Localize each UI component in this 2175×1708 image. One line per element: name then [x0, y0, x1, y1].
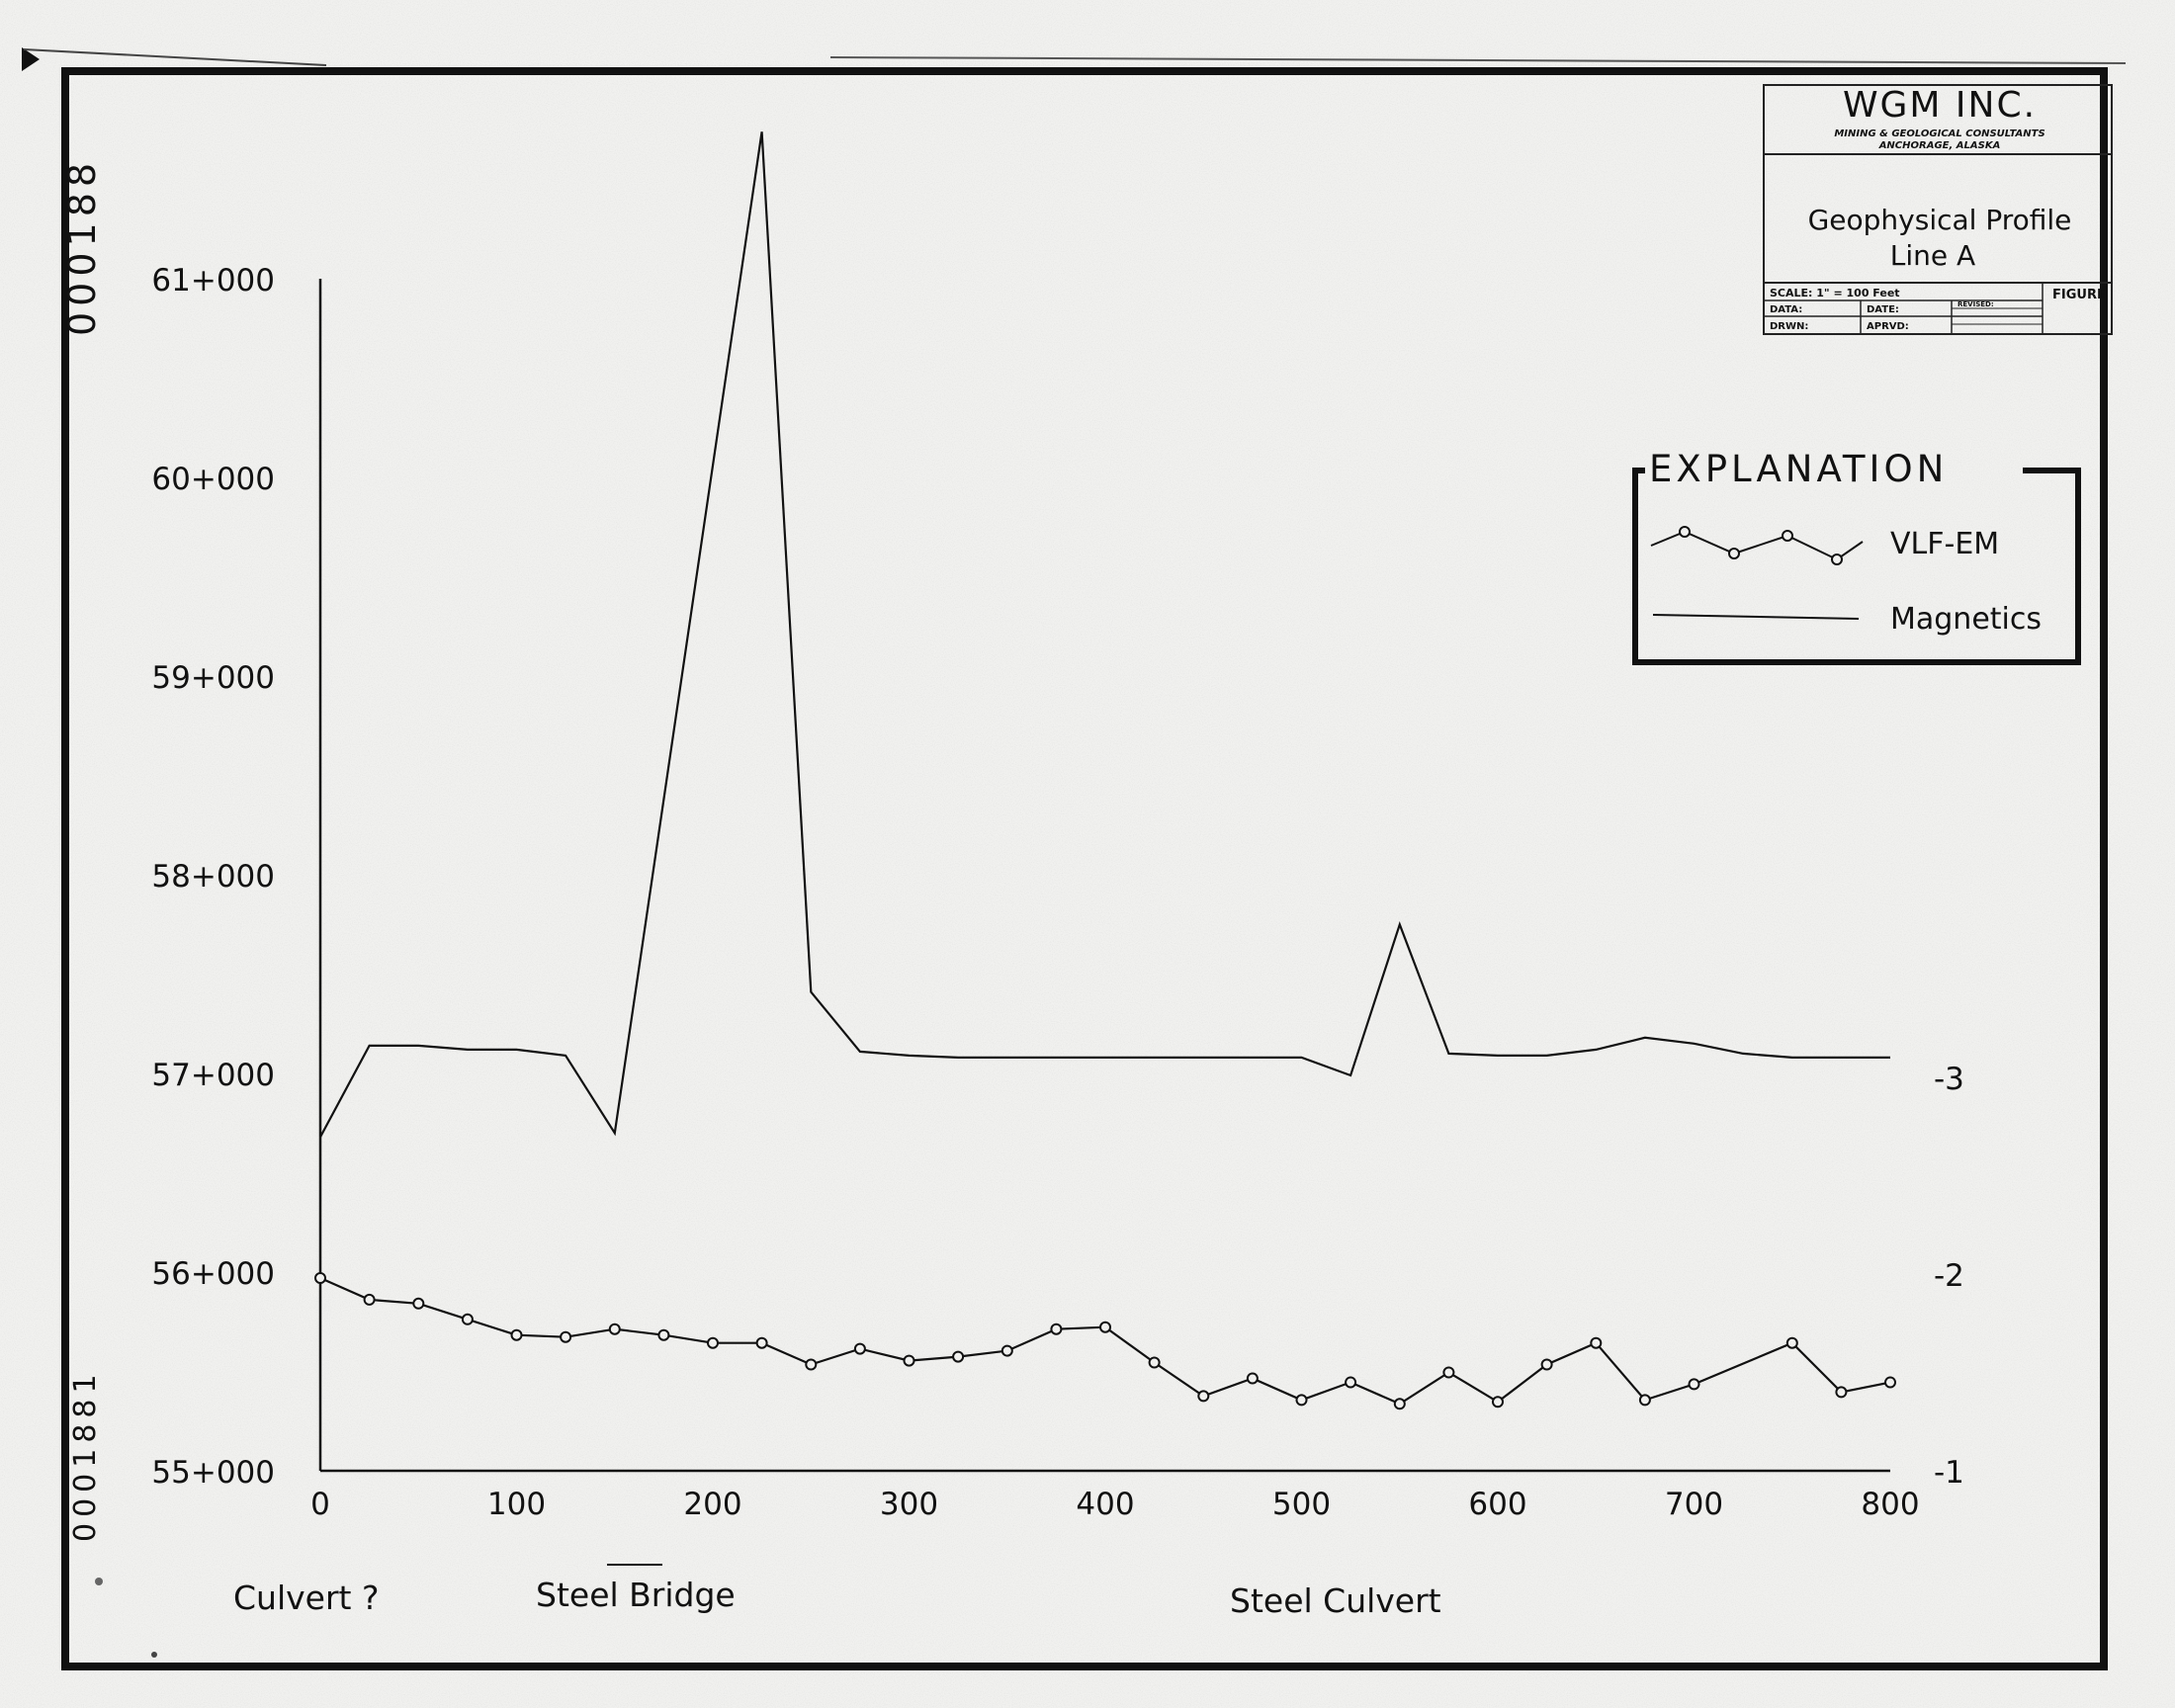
- legend-vlf-label: VLF-EM: [1890, 527, 1999, 561]
- vlf-em-point: [1148, 1356, 1161, 1369]
- y-left-tick-label: 55+000: [151, 1455, 275, 1491]
- vlf-em-point: [1638, 1394, 1651, 1407]
- vlf-em-point: [657, 1328, 670, 1341]
- legend: EXPLANATION VLF-EM Magnetics: [1632, 448, 2081, 665]
- revised-field-label: REVISED:: [1958, 300, 1994, 308]
- sheet-border: [61, 67, 2108, 1670]
- y-left-tick-label: 61+000: [151, 263, 275, 299]
- legend-title: EXPLANATION: [1649, 448, 1948, 490]
- figure-title-line-2: Line A: [1890, 239, 1975, 272]
- x-tick-label: 500: [1272, 1487, 1331, 1522]
- y-left-tick-label: 59+000: [151, 660, 275, 696]
- vlf-em-point: [363, 1293, 376, 1306]
- company-location: ANCHORAGE, ALASKA: [1878, 140, 2001, 151]
- vlf-em-point: [412, 1297, 425, 1310]
- legend-mag-swatch: [1652, 614, 1860, 620]
- series-line-magnetics: [319, 131, 1890, 1138]
- vlf-em-point: [510, 1328, 523, 1341]
- drawn-field-label: DRWN:: [1770, 321, 1808, 332]
- side-stamp-top: 000188: [60, 157, 104, 336]
- vlf-em-point: [1295, 1394, 1308, 1407]
- vlf-em-point: [314, 1272, 326, 1284]
- y-right-tick-label: -2: [1934, 1258, 1964, 1294]
- vlf-em-point: [952, 1350, 965, 1363]
- y-left-tick-label: 60+000: [151, 462, 275, 497]
- chart: 55+000 56+000 57+000 58+000 59+000 60+000 61+0…: [151, 131, 1964, 1522]
- vlf-em-point: [1442, 1366, 1455, 1379]
- vlf-em-point: [1000, 1344, 1013, 1357]
- date-field-label: DATE:: [1867, 304, 1899, 315]
- legend-vlf-marker: [1782, 530, 1793, 542]
- vlf-em-point: [805, 1358, 818, 1371]
- vlf-em-point: [853, 1342, 866, 1355]
- scan-speck: [151, 1652, 157, 1658]
- vlf-em-point: [1835, 1386, 1848, 1399]
- y-left-tick-label: 57+000: [151, 1058, 275, 1093]
- vlf-em-point: [1785, 1336, 1798, 1349]
- left-axis-ticks: 55+000 56+000 57+000 58+000 59+000 60+000 61+0…: [151, 263, 275, 1491]
- annotation-culvert: Culvert ?: [233, 1579, 379, 1617]
- scale-note: SCALE: 1" = 100 Feet: [1770, 287, 1900, 299]
- vlf-em-point: [608, 1323, 621, 1335]
- vlf-em-point: [1540, 1358, 1553, 1371]
- legend-frame: [1632, 468, 2081, 665]
- annotation-steel-culvert: Steel Culvert: [1230, 1581, 1441, 1620]
- x-tick-label: 200: [683, 1487, 741, 1522]
- scan-top-line-right: [829, 56, 2127, 64]
- right-axis-ticks: -1 -2 -3: [1934, 1062, 1964, 1491]
- vlf-em-point: [1099, 1321, 1111, 1333]
- vlf-em-point: [560, 1330, 572, 1343]
- vlf-em-point: [1884, 1376, 1896, 1389]
- vlf-em-point: [1246, 1372, 1259, 1385]
- vlf-em-point: [903, 1354, 915, 1367]
- legend-vlf-marker: [1728, 548, 1740, 559]
- company-name: WGM INC.: [1843, 85, 2037, 126]
- legend-vlf-marker: [1679, 526, 1691, 538]
- y-right-tick-label: -1: [1934, 1455, 1964, 1491]
- annotation-steel-bridge: Steel Bridge: [536, 1576, 736, 1614]
- legend-mag-label: Magnetics: [1890, 602, 2042, 637]
- title-block: WGM INC. MINING & GEOLOGICAL CONSULTANTS…: [1763, 84, 2113, 335]
- vlf-em-point: [1492, 1396, 1504, 1409]
- vlf-em-point: [1688, 1378, 1700, 1391]
- x-tick-label: 600: [1468, 1487, 1526, 1522]
- x-tick-label: 100: [487, 1487, 546, 1522]
- vlf-em-point: [1393, 1398, 1406, 1410]
- x-tick-label: 400: [1076, 1487, 1134, 1522]
- side-stamp-bottom: 0001881: [68, 1368, 103, 1542]
- x-tick-label: 300: [880, 1487, 938, 1522]
- x-axis-ticks: 0 100 200 300 400 500 600 700 800: [310, 1487, 1919, 1522]
- company-subtitle: MINING & GEOLOGICAL CONSULTANTS: [1834, 128, 2044, 139]
- scan-top-line: [23, 48, 327, 66]
- scan-speck: [95, 1578, 103, 1585]
- series-line-vlf-em: [319, 1276, 1891, 1406]
- scan-corner-mark: [22, 47, 40, 71]
- y-left-tick-label: 56+000: [151, 1256, 275, 1292]
- figure-title-line-1: Geophysical Profile: [1808, 204, 2072, 236]
- y-left-tick-label: 58+000: [151, 859, 275, 895]
- x-tick-label: 800: [1861, 1487, 1919, 1522]
- series-layer: [314, 131, 1896, 1410]
- vlf-em-point: [755, 1336, 768, 1349]
- y-right-tick-label: -3: [1934, 1062, 1964, 1097]
- vlf-em-point: [461, 1313, 474, 1325]
- x-tick-label: 0: [310, 1487, 330, 1522]
- approved-field-label: APRVD:: [1867, 321, 1909, 332]
- vlf-em-point: [707, 1336, 719, 1349]
- vlf-em-point: [1050, 1323, 1063, 1335]
- data-field-label: DATA:: [1770, 304, 1802, 315]
- vlf-em-point: [1590, 1336, 1603, 1349]
- vlf-em-point: [1197, 1390, 1210, 1403]
- title-block-frame: [1763, 84, 2113, 335]
- x-tick-label: 700: [1665, 1487, 1723, 1522]
- vlf-em-point: [1345, 1376, 1357, 1389]
- legend-vlf-marker: [1831, 554, 1843, 565]
- figure-label: FIGURE: [2052, 288, 2106, 302]
